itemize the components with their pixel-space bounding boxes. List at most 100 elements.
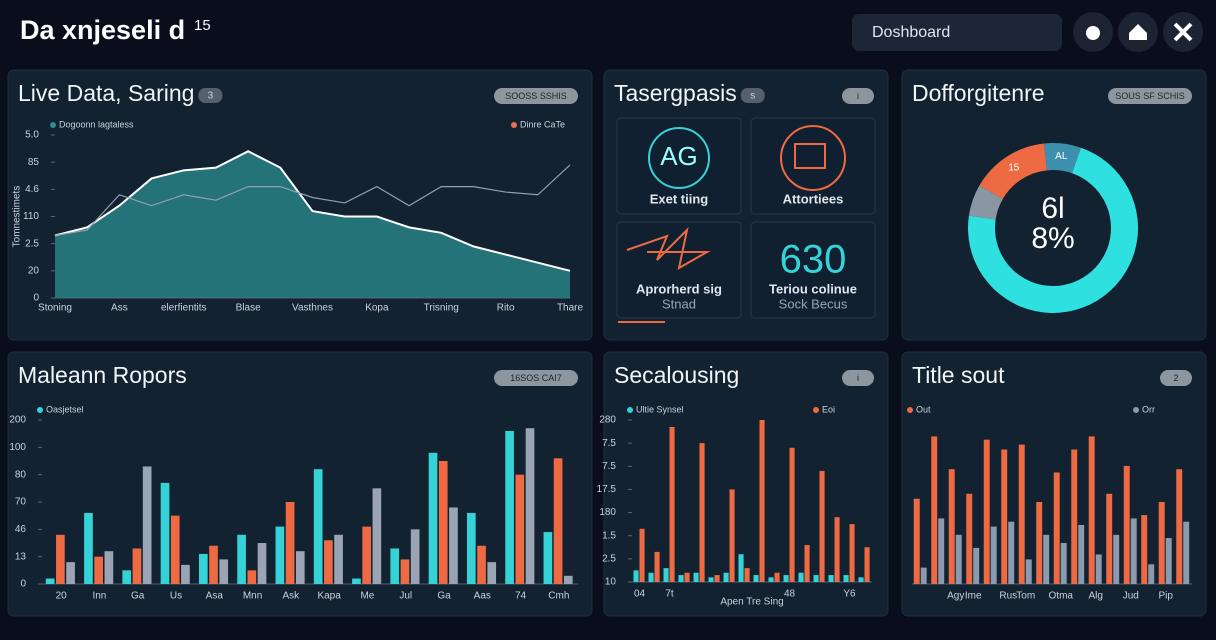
center-label: 6l [1041, 192, 1064, 225]
donut-segment [1044, 143, 1081, 174]
bar [931, 436, 938, 584]
bar [324, 540, 333, 584]
bar [295, 551, 305, 584]
x-tick-label: Vasthnes [292, 303, 333, 314]
bar [198, 553, 208, 584]
bar [362, 526, 372, 584]
x-tick-label: Inn [92, 591, 106, 602]
donut-segment [979, 143, 1047, 199]
bar [849, 524, 855, 582]
bar [466, 512, 476, 584]
legend-label: Eoi [822, 404, 835, 414]
bar [858, 577, 864, 582]
bar [813, 575, 819, 582]
y-tick-label: 7.5 [602, 438, 616, 449]
search-box[interactable] [852, 14, 1062, 51]
legend-label: Dinre CaTe [520, 119, 565, 129]
bar [864, 547, 870, 582]
x-tick-label: 48 [784, 589, 796, 600]
tile-icon [794, 143, 826, 169]
tag-text: i [857, 373, 859, 383]
bar [209, 545, 218, 584]
tile-sub: Sock Becus [779, 296, 848, 311]
x-tick-label: Ga [437, 591, 451, 602]
bar [132, 548, 142, 584]
tile-icon [626, 226, 711, 270]
bar [1130, 518, 1137, 584]
bar [1106, 493, 1113, 584]
y-tick-label: 80 [15, 469, 27, 480]
bar [334, 534, 343, 584]
tile-sub: Stnad [662, 296, 696, 311]
bar [1053, 472, 1060, 584]
bar [122, 570, 132, 584]
tile-label: Exet tiing [650, 191, 709, 206]
x-tick-label: Otma [1049, 591, 1074, 602]
bar [142, 466, 152, 584]
bar [56, 534, 65, 584]
x-tick-label: 7t [665, 589, 674, 600]
bar [1025, 559, 1032, 584]
tile [750, 221, 876, 319]
line [54, 164, 571, 237]
x-tick-label: Me [360, 591, 374, 602]
tag-text: i [857, 91, 859, 101]
x-tick-label: Cmh [548, 591, 569, 602]
bar [160, 482, 170, 584]
bar [759, 420, 765, 582]
icon [1129, 24, 1147, 40]
bar [708, 577, 714, 582]
tag-text: 2 [1173, 373, 1178, 383]
panel-title: Tasergpasis [614, 80, 737, 106]
bar [966, 493, 973, 584]
legend-label: Orr [1142, 404, 1155, 414]
bar [181, 564, 190, 584]
y-tick-label: 70 [15, 497, 27, 508]
bar [428, 452, 438, 584]
badge [198, 88, 223, 103]
bar [170, 515, 180, 584]
legend-label: Oasjetsel [46, 404, 84, 414]
line [54, 150, 571, 272]
bar [553, 458, 563, 584]
bar [285, 502, 295, 584]
bar [633, 570, 639, 582]
bar [789, 447, 795, 582]
bar [738, 554, 744, 582]
bar [983, 439, 990, 584]
bar [920, 567, 927, 584]
tag [842, 88, 874, 104]
y-tick-label: 200 [9, 415, 26, 426]
bar [639, 528, 645, 582]
tile [750, 117, 876, 215]
panel-title: Title sout [912, 362, 1005, 388]
bar [948, 469, 955, 584]
y-axis-label: Tomnestimets [12, 186, 23, 248]
legend-dot [907, 407, 913, 413]
bar [275, 526, 285, 584]
bar [804, 544, 810, 582]
segment-label: AL [1055, 151, 1068, 162]
bar [774, 572, 780, 582]
tile [616, 117, 742, 215]
bar [1141, 515, 1148, 584]
legend-dot [511, 122, 517, 128]
legend-label: Dogoonn lagtaless [59, 119, 134, 129]
bar [515, 474, 525, 584]
bar [438, 461, 448, 584]
x-tick-label: Aas [474, 591, 491, 602]
x-tick-label: elerfientits [161, 303, 207, 314]
badge [740, 88, 765, 103]
tag-text: 16SOS CAI7 [510, 373, 562, 383]
bar [219, 559, 229, 584]
legend-dot [37, 407, 43, 413]
y-tick-label: 5.0 [25, 130, 39, 141]
bar [729, 489, 735, 582]
y-tick-label: 2.5 [602, 553, 616, 564]
tag [1108, 88, 1192, 104]
x-tick-label: Jud [1123, 591, 1139, 602]
x-tick-label: 74 [515, 591, 527, 602]
bar [913, 498, 920, 584]
bar [768, 577, 774, 582]
x-tick-label: Jul [399, 591, 412, 602]
